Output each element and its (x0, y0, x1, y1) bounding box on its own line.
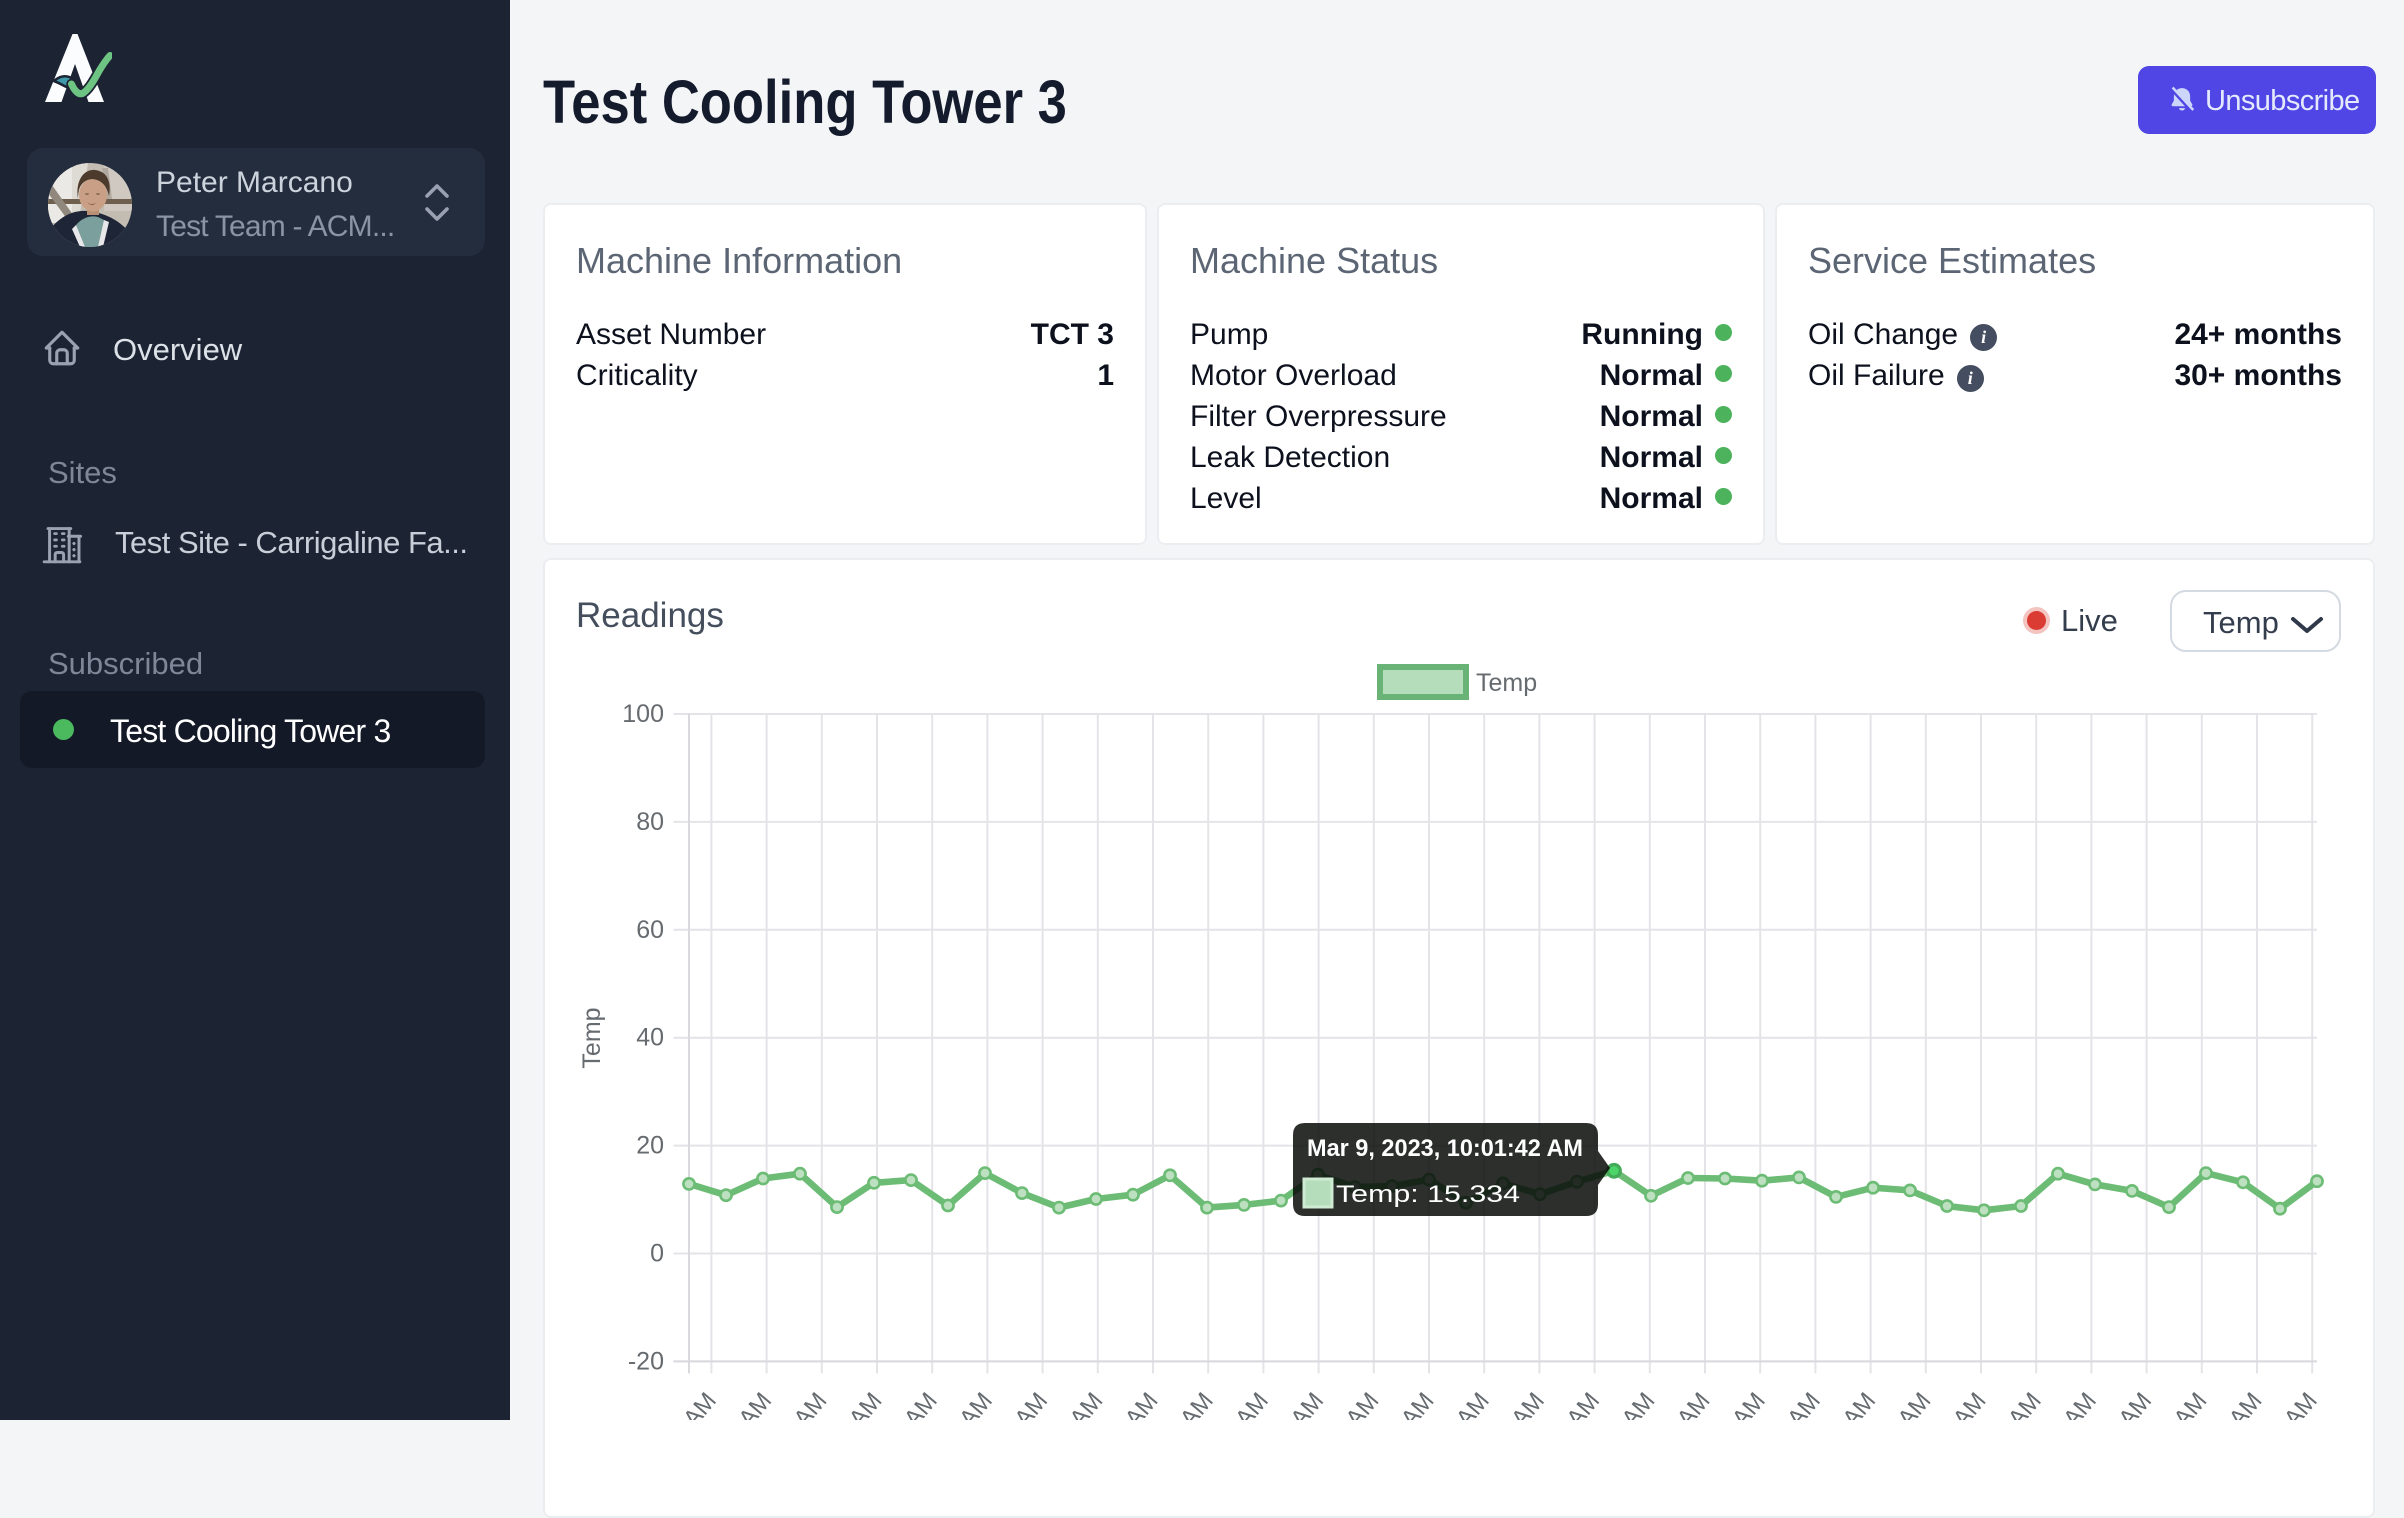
svg-text:Temp: 15.334: Temp: 15.334 (1336, 1181, 1520, 1208)
svg-text:0: 0 (650, 1240, 664, 1268)
svg-text:80: 80 (636, 808, 664, 836)
svg-text:Temp: Temp (1476, 669, 1537, 697)
svg-text:10:01:30 AM: 10:01:30 AM (615, 1388, 722, 1420)
svg-text:20: 20 (636, 1132, 664, 1160)
svg-text:Temp: Temp (578, 1007, 606, 1068)
svg-text:100: 100 (622, 700, 664, 728)
svg-text:60: 60 (636, 916, 664, 944)
svg-text:40: 40 (636, 1024, 664, 1052)
svg-text:Mar 9, 2023, 10:01:42 AM: Mar 9, 2023, 10:01:42 AM (1307, 1135, 1583, 1162)
svg-text:-20: -20 (628, 1347, 664, 1375)
